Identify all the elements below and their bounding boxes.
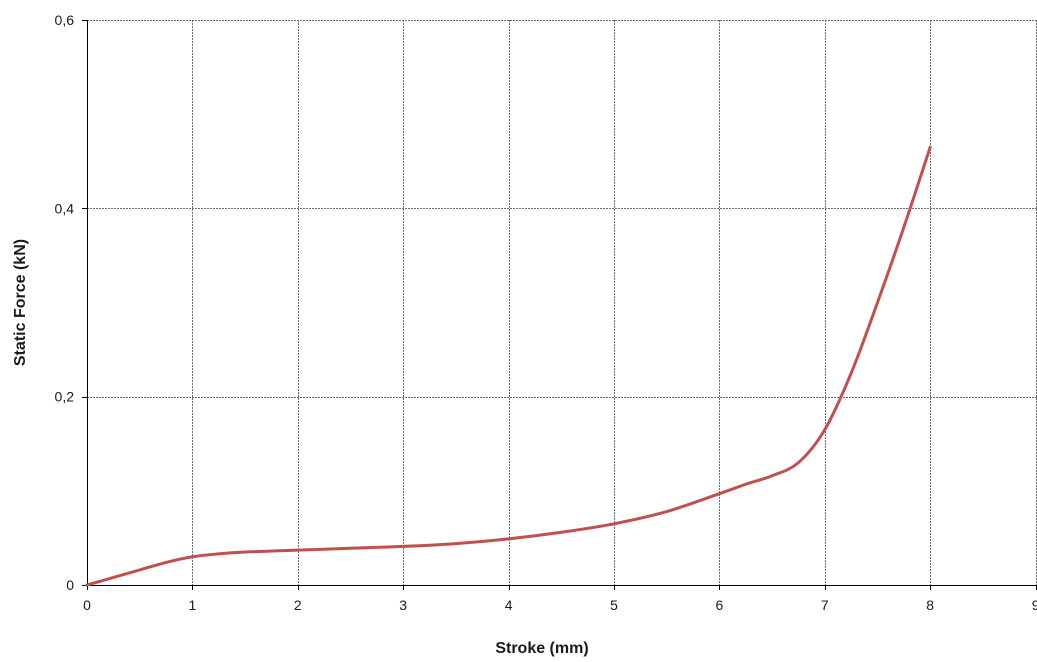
x-tick-label: 0: [83, 597, 91, 613]
x-tick-label: 5: [610, 597, 618, 613]
y-tick-label: 0,6: [55, 12, 75, 28]
axes: [82, 20, 1037, 590]
x-tick-label: 9: [1032, 597, 1037, 613]
x-tick-label: 7: [821, 597, 829, 613]
x-tick-label: 3: [399, 597, 407, 613]
series-line-0: [85, 145, 932, 587]
x-tick-label: 1: [189, 597, 197, 613]
x-tick-labels: 0 1 2 3 4 5 6 7 8 9: [83, 597, 1037, 613]
x-tick-label: 2: [294, 597, 302, 613]
y-tick-label: 0,4: [55, 200, 75, 216]
series-layer: [85, 145, 932, 587]
x-tick-label: 8: [926, 597, 934, 613]
y-axis-title: Static Force (kN): [12, 239, 29, 366]
x-tick-label: 6: [716, 597, 724, 613]
y-tick-label: 0: [66, 577, 74, 593]
x-tick-label: 4: [505, 597, 513, 613]
x-axis-title: Stroke (mm): [495, 640, 588, 657]
y-tick-label: 0,2: [55, 389, 75, 405]
y-tick-labels: 0 0,2 0,4 0,6: [55, 12, 75, 593]
grid: [87, 20, 1037, 585]
